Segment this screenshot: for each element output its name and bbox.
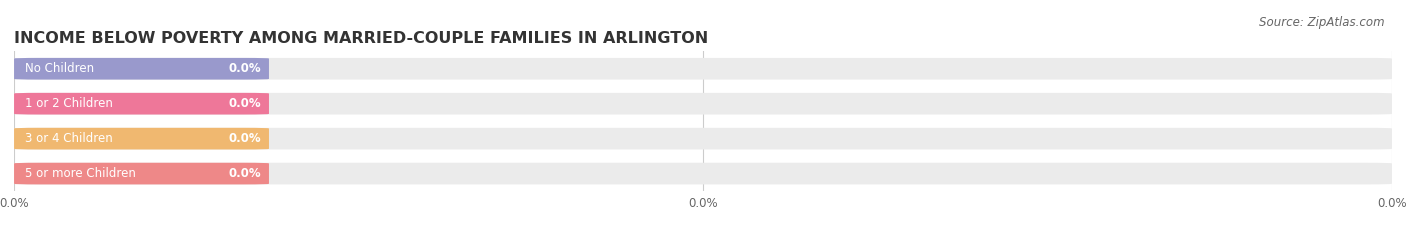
FancyBboxPatch shape bbox=[14, 58, 269, 80]
FancyBboxPatch shape bbox=[14, 93, 269, 115]
FancyBboxPatch shape bbox=[14, 128, 269, 150]
FancyBboxPatch shape bbox=[14, 163, 269, 185]
FancyBboxPatch shape bbox=[14, 58, 1392, 80]
Text: 0.0%: 0.0% bbox=[228, 62, 260, 75]
Text: 0.0%: 0.0% bbox=[228, 97, 260, 110]
Text: 0.0%: 0.0% bbox=[228, 132, 260, 145]
Text: Source: ZipAtlas.com: Source: ZipAtlas.com bbox=[1260, 16, 1385, 29]
FancyBboxPatch shape bbox=[14, 93, 1392, 115]
Text: 0.0%: 0.0% bbox=[228, 167, 260, 180]
FancyBboxPatch shape bbox=[14, 128, 1392, 150]
Text: No Children: No Children bbox=[25, 62, 94, 75]
Text: INCOME BELOW POVERTY AMONG MARRIED-COUPLE FAMILIES IN ARLINGTON: INCOME BELOW POVERTY AMONG MARRIED-COUPL… bbox=[14, 31, 709, 46]
Text: 3 or 4 Children: 3 or 4 Children bbox=[25, 132, 112, 145]
Text: 1 or 2 Children: 1 or 2 Children bbox=[25, 97, 112, 110]
FancyBboxPatch shape bbox=[14, 163, 1392, 185]
Text: 5 or more Children: 5 or more Children bbox=[25, 167, 136, 180]
